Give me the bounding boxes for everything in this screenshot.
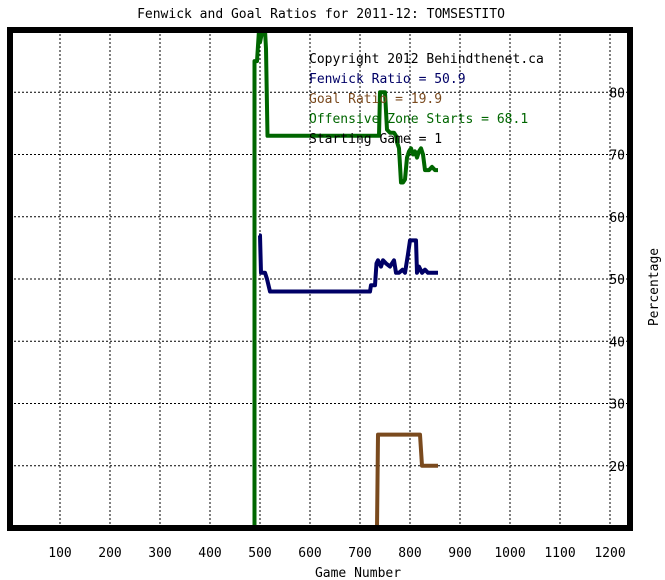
x-tick-label: 900 [448, 546, 471, 561]
series-line-offensive-zone-starts [252, 28, 438, 528]
x-tick-label: 700 [348, 546, 371, 561]
y-tick-labels: 20 30 40 50 60 70 80 [609, 86, 625, 475]
annotations: Copyright 2012 Behindthenet.ca Fenwick Ra… [309, 52, 544, 147]
x-tick-label: 200 [98, 546, 121, 561]
y-tick-label: 80 [609, 86, 625, 101]
x-tick-label: 800 [398, 546, 421, 561]
annotation-line: Fenwick Ratio = 50.9 [309, 72, 466, 87]
x-tick-label: 1000 [494, 546, 525, 561]
annotation-line: Copyright 2012 Behindthenet.ca [309, 52, 544, 67]
annotation-line: Goal Ratio = 19.9 [309, 92, 442, 107]
y-axis-label: Percentage [647, 248, 662, 326]
series-line-fenwick-ratio [258, 233, 438, 294]
grid [10, 30, 630, 528]
series-line-goal-ratio [375, 432, 438, 529]
x-tick-label: 500 [248, 546, 271, 561]
x-tick-label: 600 [298, 546, 321, 561]
x-tick-labels: 100 200 300 400 500 600 700 800 900 1000 1100 1200 [48, 546, 625, 561]
x-tick-label: 100 [48, 546, 71, 561]
plot-frame [7, 27, 633, 531]
x-tick-label: 300 [148, 546, 171, 561]
x-tick-label: 400 [198, 546, 221, 561]
y-tick-label: 60 [609, 211, 625, 226]
y-tick-label: 20 [609, 460, 625, 475]
y-tick-label: 70 [609, 149, 625, 164]
chart-title: Fenwick and Goal Ratios for 2011-12: TOM… [137, 7, 505, 22]
annotation-line: Offensive Zone Starts = 68.1 [309, 112, 528, 127]
annotation-line: Starting Game = 1 [309, 132, 442, 147]
y-tick-label: 50 [609, 273, 625, 288]
y-tick-label: 30 [609, 398, 625, 413]
plot-series [252, 28, 438, 529]
x-tick-label: 1100 [544, 546, 575, 561]
x-axis-label: Game Number [315, 566, 401, 580]
y-tick-label: 40 [609, 335, 625, 350]
x-tick-label: 1200 [594, 546, 625, 561]
